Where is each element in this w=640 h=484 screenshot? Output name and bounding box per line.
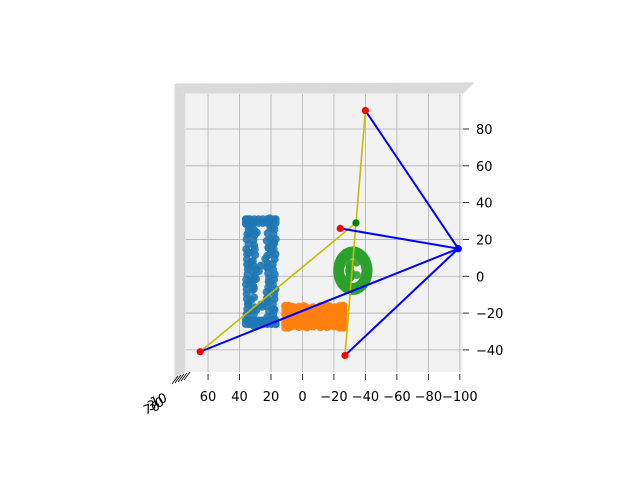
cloud-point xyxy=(244,248,253,257)
cloud-point xyxy=(264,277,273,286)
cloud-point xyxy=(258,302,267,311)
series-0-hollow-rectangle xyxy=(241,214,280,331)
cloud-point xyxy=(286,322,295,331)
y-tick-label-3: 20 xyxy=(476,233,493,248)
z-tick-label-2: 70 xyxy=(141,399,162,419)
tick-labels: 60 40 20 0 −20 −40 −60 −80 −100 −40 −20 0 20 40 60 80 10… xyxy=(141,123,503,419)
cloud-point xyxy=(261,254,270,263)
x-tick-label-8: −100 xyxy=(442,390,478,405)
z-tick-label-0: 10 xyxy=(148,391,169,411)
yellow-line-0 xyxy=(344,110,367,356)
cloud-point xyxy=(352,258,361,267)
cloud-point xyxy=(352,271,361,280)
cloud-point xyxy=(250,245,259,254)
cloud-point xyxy=(269,239,278,247)
cloud-point xyxy=(248,257,257,266)
cloud-point xyxy=(243,317,251,326)
series-2-ring xyxy=(333,246,373,295)
x-tick-label-0: 60 xyxy=(200,390,217,405)
cloud-point xyxy=(324,318,333,327)
cloud-point xyxy=(284,301,293,310)
cloud-point xyxy=(303,309,312,318)
cloud-point xyxy=(252,275,260,284)
cloud-point xyxy=(336,301,345,310)
blue-line-0 xyxy=(364,110,460,250)
x-tick-label-5: −40 xyxy=(352,390,379,405)
z-tick-label-1: 30 xyxy=(145,395,166,415)
y-tick-label-5: 60 xyxy=(476,160,493,175)
cloud-point xyxy=(339,320,348,329)
x-tick-label-6: −60 xyxy=(383,390,410,405)
cloud-point xyxy=(250,225,259,234)
cloud-point xyxy=(244,299,253,308)
y-tick-label-0: −40 xyxy=(476,344,503,359)
y-tick-label-4: 40 xyxy=(476,197,493,212)
red-key-point-2 xyxy=(196,348,204,356)
floor-pane xyxy=(186,94,463,372)
cloud-point xyxy=(249,282,258,291)
x-tick-label-7: −80 xyxy=(415,390,442,405)
yellow-line-1 xyxy=(199,222,357,353)
connection-lines xyxy=(199,110,460,357)
key-points xyxy=(196,106,462,360)
cloud-point xyxy=(262,263,271,272)
red-key-point-3 xyxy=(341,351,349,360)
cloud-point xyxy=(254,267,263,275)
blue-line-3 xyxy=(344,247,459,357)
red-key-point-0 xyxy=(361,106,370,115)
green-key-point-0 xyxy=(352,219,360,227)
cloud-point xyxy=(268,223,277,232)
y-tick-label-6: 80 xyxy=(476,123,493,138)
x-tick-label-1: 40 xyxy=(231,390,248,405)
x-tick-label-2: 20 xyxy=(263,390,280,405)
cloud-point xyxy=(256,316,265,325)
y-tick-label-1: −20 xyxy=(476,307,503,322)
z-tick-mark-0 xyxy=(171,375,179,385)
series-1-rounded-rectangle xyxy=(281,301,348,332)
cloud-point xyxy=(326,311,335,319)
cloud-point xyxy=(242,215,251,224)
x-tick-label-4: −20 xyxy=(320,390,347,405)
cloud-point xyxy=(336,268,345,277)
cloud-point xyxy=(270,305,279,314)
cloud-point xyxy=(320,308,329,316)
cloud-point xyxy=(250,293,258,302)
cloud-point xyxy=(316,323,325,332)
z-tick-mark-1 xyxy=(174,374,182,384)
cloud-point xyxy=(336,310,345,319)
z-tick-mark-2 xyxy=(177,373,185,383)
cloud-point xyxy=(304,321,313,330)
z-tick-mark-3 xyxy=(180,372,188,382)
y-tick-label-2: 0 xyxy=(476,270,484,285)
point-clouds xyxy=(241,214,373,332)
z-tick-mark-4 xyxy=(183,371,191,381)
x-tick-label-3: 0 xyxy=(298,390,306,405)
blue-line-1 xyxy=(340,227,459,250)
red-key-point-1 xyxy=(336,224,344,232)
blue-line-2 xyxy=(199,247,459,353)
blue-key-point-0 xyxy=(454,245,462,253)
cloud-point xyxy=(249,317,258,326)
